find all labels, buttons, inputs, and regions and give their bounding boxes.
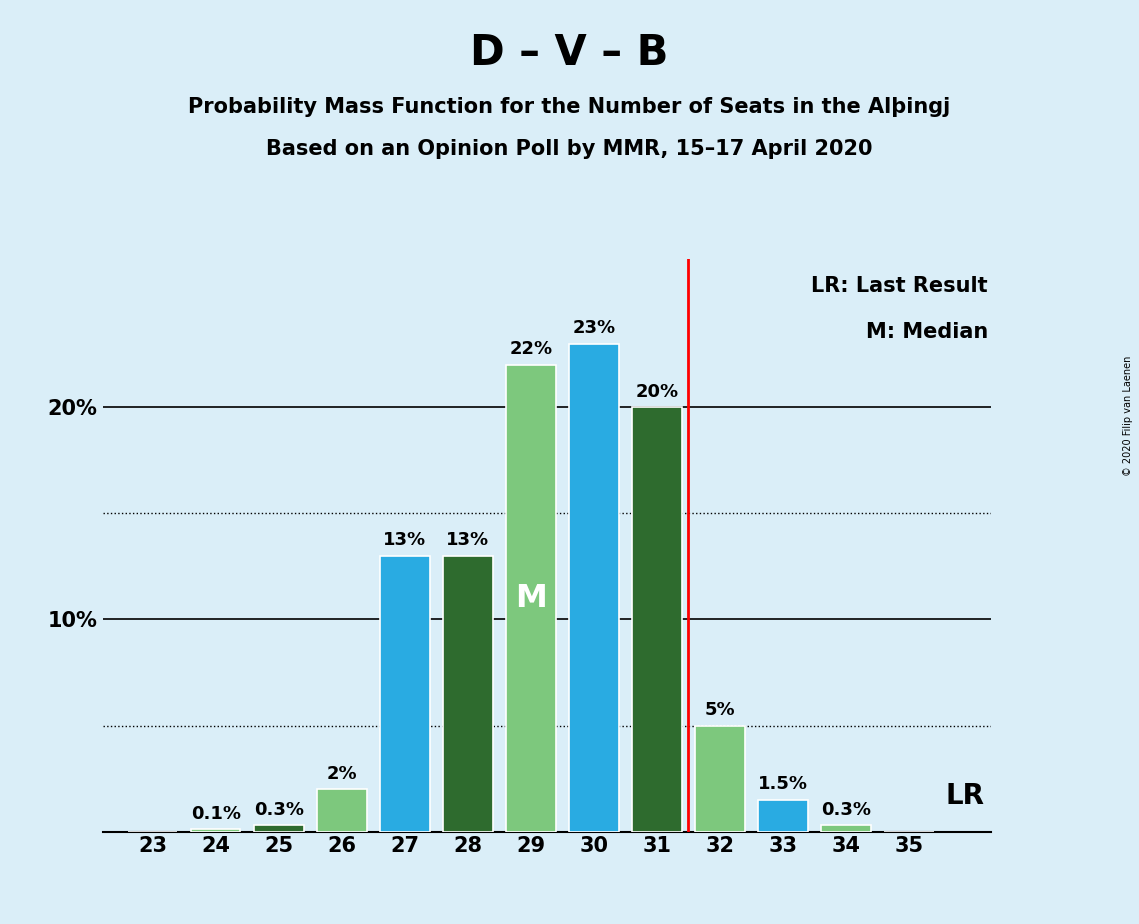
Bar bbox=[821, 825, 870, 832]
Text: Probability Mass Function for the Number of Seats in the Alþingj: Probability Mass Function for the Number… bbox=[188, 97, 951, 117]
Text: D – V – B: D – V – B bbox=[470, 32, 669, 74]
Text: 0.3%: 0.3% bbox=[254, 801, 304, 819]
Text: 22%: 22% bbox=[509, 340, 552, 359]
Text: 20%: 20% bbox=[636, 383, 679, 401]
Text: 2%: 2% bbox=[327, 765, 358, 783]
Text: Based on an Opinion Poll by MMR, 15–17 April 2020: Based on an Opinion Poll by MMR, 15–17 A… bbox=[267, 139, 872, 159]
Bar bbox=[570, 344, 618, 832]
Text: M: Median: M: Median bbox=[866, 322, 988, 343]
Bar bbox=[443, 555, 492, 832]
Text: 0.3%: 0.3% bbox=[821, 801, 871, 819]
Bar bbox=[632, 407, 681, 832]
Text: 23%: 23% bbox=[573, 319, 615, 337]
Text: LR: LR bbox=[945, 783, 984, 810]
Text: © 2020 Filip van Laenen: © 2020 Filip van Laenen bbox=[1123, 356, 1133, 476]
Text: M: M bbox=[515, 583, 547, 614]
Text: 0.1%: 0.1% bbox=[191, 805, 241, 823]
Bar bbox=[318, 789, 367, 832]
Text: 5%: 5% bbox=[705, 701, 736, 719]
Bar bbox=[759, 800, 808, 832]
Bar bbox=[696, 725, 745, 832]
Bar bbox=[380, 555, 429, 832]
Text: 13%: 13% bbox=[446, 531, 490, 550]
Bar bbox=[507, 365, 556, 832]
Bar bbox=[254, 825, 303, 832]
Text: LR: Last Result: LR: Last Result bbox=[811, 275, 988, 296]
Bar bbox=[191, 830, 240, 832]
Text: 13%: 13% bbox=[384, 531, 426, 550]
Text: 1.5%: 1.5% bbox=[757, 775, 808, 794]
